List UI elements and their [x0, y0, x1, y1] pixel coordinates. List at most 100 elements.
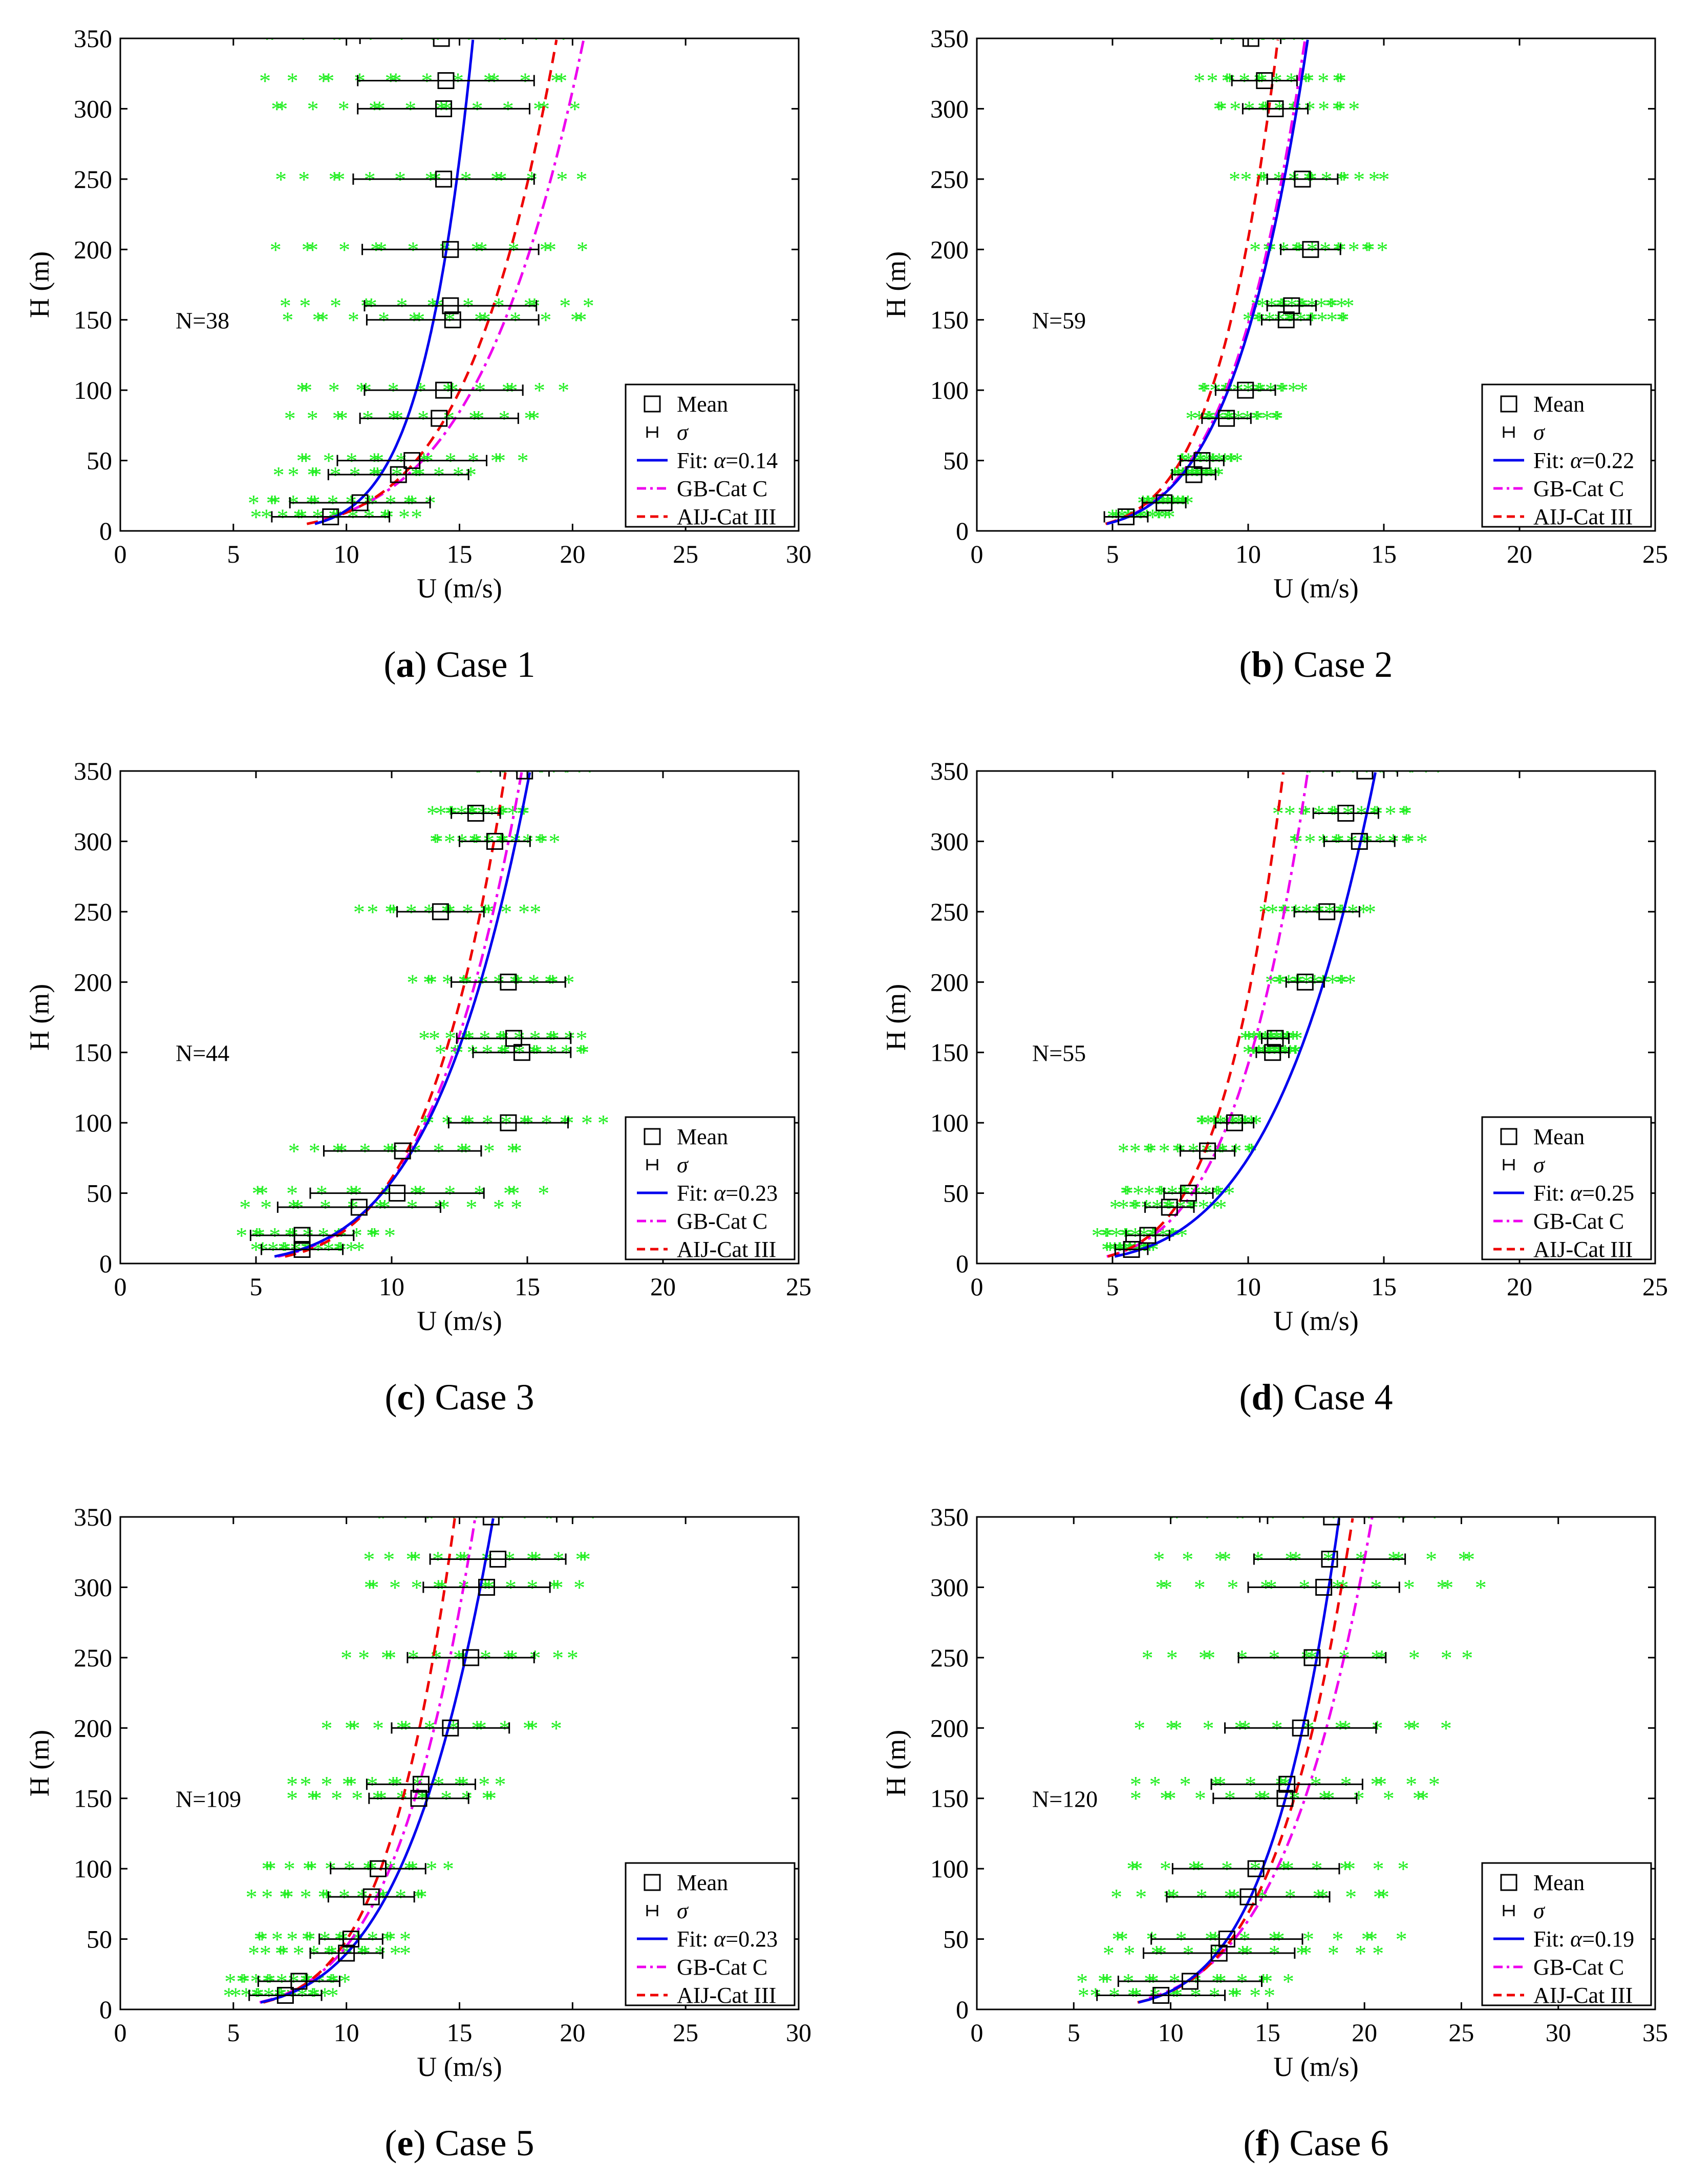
scatter-point: *	[575, 1546, 587, 1572]
mean-marker	[1123, 1241, 1140, 1258]
scatter-point: *	[368, 1574, 379, 1600]
errorbar	[363, 300, 538, 312]
scatter-point: *	[579, 1546, 591, 1572]
scatter-point: *	[1416, 828, 1428, 854]
scatter-point: *	[1331, 758, 1343, 784]
errorbar	[323, 1145, 482, 1157]
scatter-point: *	[474, 758, 485, 784]
axes-box	[976, 770, 1656, 1265]
scatter-point: *	[577, 1040, 589, 1066]
scatter-point: *	[1109, 1194, 1121, 1221]
scatter-point: *	[1264, 1983, 1275, 2009]
scatter-point: *	[1111, 1926, 1123, 1953]
scatter-point: *	[523, 1715, 534, 1741]
x-tick-label: 0	[971, 540, 983, 568]
x-tick-label: 25	[673, 2018, 698, 2047]
scatter-point: *	[1344, 969, 1356, 995]
legend-gb-label: GB-Cat C	[677, 1955, 767, 1980]
legend-fit-alpha: α	[1570, 1926, 1582, 1952]
legend-sigma-label: σ	[1533, 1898, 1546, 1923]
scatter-point: *	[1130, 1771, 1142, 1797]
scatter-point: *	[299, 293, 311, 319]
scatter-point: *	[1226, 448, 1237, 474]
scatter-point: *	[1291, 1025, 1303, 1052]
scatter-point: *	[270, 237, 282, 263]
scatter-point: *	[1153, 1546, 1165, 1572]
y-tick-label: 0	[956, 1249, 969, 1278]
y-axis-label: H (m)	[24, 1730, 55, 1796]
mean-marker	[403, 452, 421, 469]
legend-sigma-marker	[646, 1905, 658, 1916]
errorbar	[424, 1517, 558, 1523]
scatter-point: *	[1201, 1504, 1213, 1530]
y-tick-label: 0	[956, 517, 969, 545]
scatter-point: *	[1248, 1025, 1260, 1052]
x-tick-label: 10	[1158, 2018, 1184, 2047]
scatter-point: *	[1193, 405, 1205, 432]
legend-mean-marker	[1500, 1128, 1517, 1145]
scatter-point: *	[1304, 96, 1316, 122]
errorbar	[1171, 469, 1216, 481]
scatter-point: *	[288, 462, 300, 488]
scatter-point: *	[276, 96, 288, 122]
scatter-point: *	[223, 1983, 235, 2009]
y-tick-label: 100	[930, 1108, 969, 1137]
scatter-point: *	[390, 1940, 401, 1966]
scatter-point: *	[482, 899, 494, 925]
legend: Mean σ Fit: α=0.14 GB-Cat C AIJ-Cat III	[625, 383, 796, 529]
scatter-point: *	[1202, 1110, 1214, 1136]
scatter-point: *	[495, 1771, 506, 1797]
x-tick-label: 5	[1106, 1272, 1119, 1301]
errorbar	[1096, 1989, 1226, 2001]
scatter-point: *	[286, 1786, 298, 1812]
scatter-point: *	[300, 1771, 312, 1797]
y-tick-label: 150	[930, 306, 969, 334]
mean-marker	[435, 381, 453, 399]
y-tick-label: 300	[930, 1573, 969, 1601]
scatter-point: *	[1180, 1771, 1191, 1797]
mean-marker	[1152, 1987, 1170, 2004]
scatter-point: *	[1120, 1181, 1132, 1207]
scatter-point: *	[320, 1884, 332, 1910]
x-axis-label: U (m/s)	[1273, 1305, 1358, 1336]
legend-aij-label: AIJ-Cat III	[1533, 504, 1633, 529]
mean-marker	[1156, 494, 1173, 511]
errorbar	[1125, 1230, 1170, 1241]
scatter-point: *	[366, 1223, 378, 1249]
y-axis-label: H (m)	[881, 1730, 911, 1796]
scatter-point: *	[1408, 1645, 1420, 1671]
errorbar	[472, 1046, 572, 1058]
axes-box	[119, 770, 800, 1265]
scatter-point: *	[377, 1504, 389, 1530]
scatter-point: *	[552, 1574, 564, 1600]
legend-fit-label: Fit: α=0.19	[1533, 1926, 1634, 1952]
scatter-point: *	[558, 26, 569, 52]
x-tick-label: 0	[971, 1272, 983, 1301]
scatter-point: *	[1364, 899, 1376, 925]
errorbar	[1266, 173, 1339, 185]
scatter-point: *	[1215, 96, 1227, 122]
scatter-point: *	[1100, 1223, 1112, 1249]
scatter-point: *	[519, 1504, 530, 1530]
caption-close: )	[1272, 644, 1294, 685]
scatter-point: *	[1461, 1645, 1473, 1671]
legend-mean-label: Mean	[677, 1870, 728, 1895]
scatter-point: *	[284, 1856, 295, 1882]
scatter-point: *	[1076, 1968, 1088, 1995]
scatter-point: *	[1363, 237, 1375, 263]
legend-fit-prefix: Fit:	[677, 448, 714, 473]
y-tick-label: 0	[99, 1995, 112, 2024]
scatter-point: *	[1420, 758, 1432, 784]
mean-marker	[1226, 1114, 1243, 1131]
scatter-point: *	[1361, 1926, 1373, 1953]
scatter-point: *	[1275, 969, 1287, 995]
errorbar	[1312, 807, 1379, 819]
scatter-point: *	[1176, 1223, 1188, 1249]
y-tick-label: 300	[74, 94, 112, 123]
errorbar	[318, 1933, 383, 1945]
scatter-point: *	[336, 405, 348, 432]
scatter-point: *	[493, 1194, 505, 1221]
legend-mean-marker	[644, 395, 661, 413]
sample-count: N=109	[176, 1786, 241, 1812]
